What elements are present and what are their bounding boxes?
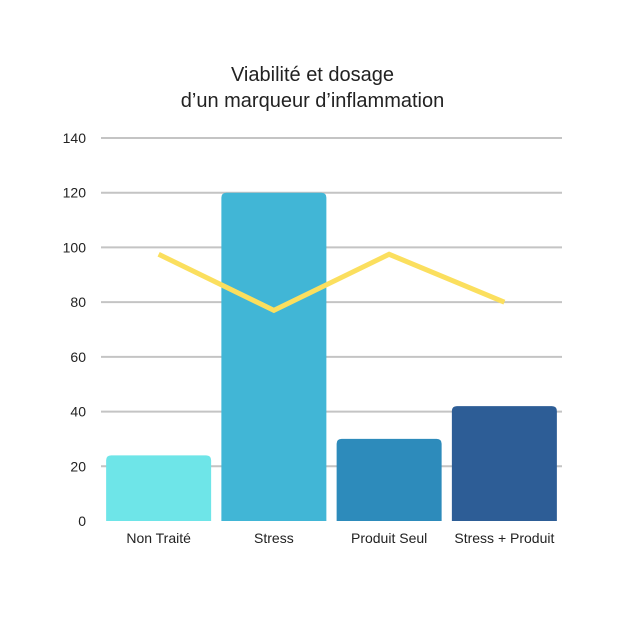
chart-title: Viabilité et dosage d’un marqueur d’infl… xyxy=(0,62,625,114)
x-category-label-2: Stress xyxy=(254,530,294,546)
line-series-path xyxy=(157,251,506,314)
bar-series xyxy=(106,192,557,521)
y-axis-ticks: 0 20 40 60 80 100 120 140 xyxy=(63,130,87,529)
x-category-label-1: Non Traité xyxy=(126,530,191,546)
chart-title-line-1: Viabilité et dosage xyxy=(230,64,395,86)
bar-3 xyxy=(336,438,442,521)
y-tick-label-100: 100 xyxy=(63,239,87,255)
y-tick-label-40: 40 xyxy=(70,404,86,420)
chart-title-line-2: d’un marqueur d’inflammation xyxy=(180,90,445,112)
y-tick-label-120: 120 xyxy=(63,185,87,201)
y-tick-label-60: 60 xyxy=(70,349,86,365)
bar-1 xyxy=(106,455,212,521)
x-axis-categories: Non Traité Stress Produit Seul Stress + Pro… xyxy=(126,530,554,546)
line-series xyxy=(157,251,506,314)
y-tick-label-0: 0 xyxy=(78,513,86,529)
bar-2 xyxy=(221,192,327,521)
bar-4 xyxy=(451,406,557,521)
y-tick-label-20: 20 xyxy=(70,458,86,474)
x-category-label-4: Stress + Produit xyxy=(454,530,554,546)
y-tick-label-140: 140 xyxy=(63,130,87,146)
y-tick-label-80: 80 xyxy=(70,294,86,310)
x-category-label-3: Produit Seul xyxy=(351,530,427,546)
